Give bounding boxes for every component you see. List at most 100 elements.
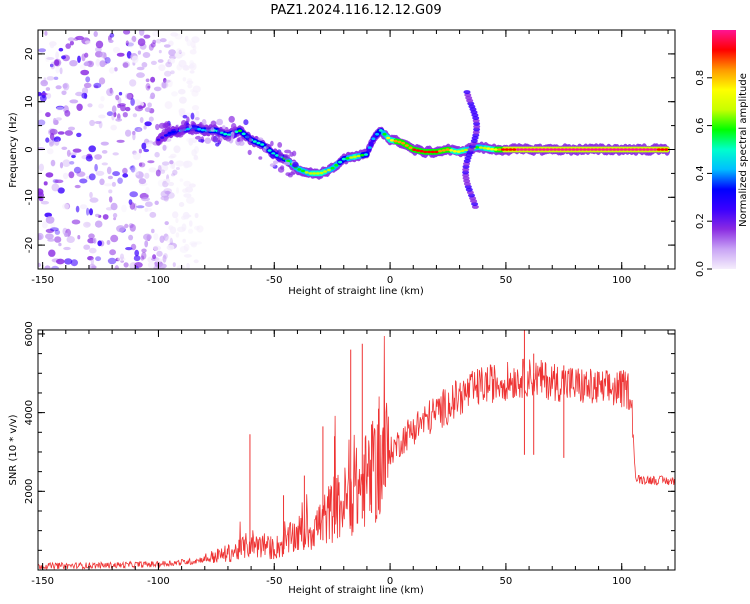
ridge-core-mark (260, 143, 265, 146)
noise-blob (48, 139, 54, 147)
noise-blob (81, 87, 89, 95)
noise-blob (136, 205, 145, 209)
noise-blob (194, 146, 199, 154)
noise-blob (152, 39, 157, 45)
noise-blob (133, 255, 141, 262)
noise-blob (75, 91, 84, 97)
noise-blob (153, 233, 159, 241)
noise-blob (175, 160, 185, 167)
noise-blob (178, 59, 187, 68)
ridge-core-mark (200, 128, 205, 132)
ridge-core-mark (319, 171, 324, 175)
noise-blob (85, 76, 91, 83)
noise-blob (100, 96, 105, 102)
noise-blob (104, 57, 111, 64)
noise-blob (63, 246, 71, 251)
y-tick-label: 2000 (24, 479, 35, 504)
ridge-core-mark (619, 148, 624, 151)
noise-blob (164, 101, 173, 110)
ridge-core-mark (549, 148, 554, 151)
ridge-core-mark (186, 127, 191, 131)
ridge-core-mark (427, 150, 431, 154)
x-tick-label: -50 (266, 275, 282, 286)
noise-blob (147, 261, 155, 269)
x-tick-label: -150 (31, 576, 54, 587)
noise-blob (83, 244, 91, 250)
noise-blob (191, 149, 197, 157)
noise-blob (141, 197, 151, 202)
ridge-scatter (263, 146, 267, 152)
ridge-core-mark (604, 148, 609, 151)
noise-blob (89, 208, 93, 216)
noise-blob (130, 98, 135, 106)
noise-blob (117, 177, 123, 184)
ridge-core-mark (382, 132, 387, 136)
ridge-scatter (210, 127, 215, 132)
ridge-core-mark (356, 154, 361, 158)
noise-blob (165, 61, 173, 68)
noise-blob (112, 171, 120, 177)
ridge-core-mark (304, 171, 309, 174)
noise-blob (69, 99, 79, 104)
noise-blob (101, 162, 109, 166)
noise-blob (39, 94, 47, 102)
noise-blob (114, 265, 119, 269)
noise-blob (132, 152, 141, 160)
noise-blob (75, 205, 80, 213)
ridge-scatter (216, 118, 224, 126)
spectrogram-x-ticks: -150 -100 -50 0 50 100 (31, 30, 669, 286)
ridge-scatter (182, 114, 188, 119)
noise-blob (79, 178, 88, 184)
x-tick-label: 0 (387, 275, 393, 286)
noise-blob (138, 105, 143, 109)
ridge-core-mark (401, 141, 406, 145)
noise-blob (50, 63, 54, 68)
noise-blob (89, 197, 99, 203)
noise-blob (188, 64, 195, 69)
noise-blob (118, 91, 123, 96)
noise-blob (52, 117, 57, 125)
vertical-feature-mark (463, 90, 471, 95)
noise-blob (159, 235, 165, 243)
noise-blob (182, 238, 186, 243)
noise-blob (182, 188, 189, 193)
noise-blob (54, 236, 62, 243)
noise-blob (61, 90, 67, 96)
ridge-scatter (280, 165, 285, 170)
ridge-scatter (216, 129, 221, 136)
ridge-core-mark (408, 146, 413, 150)
noise-blob (152, 245, 162, 251)
noise-blob (149, 211, 157, 218)
ridge-core-mark (642, 148, 646, 151)
ridge-core-mark (349, 156, 354, 159)
noise-blob (158, 64, 166, 71)
noise-blob (189, 70, 195, 74)
ridge-core-mark (460, 149, 465, 152)
x-tick-label: 0 (387, 576, 393, 587)
ridge-core-mark (556, 148, 561, 151)
noise-blob (50, 61, 56, 70)
noise-blob (99, 60, 106, 68)
noise-blob (71, 154, 76, 159)
ridge-core-mark (653, 148, 658, 151)
noise-blob (147, 85, 151, 89)
noise-blob (156, 250, 163, 257)
ridge-core-mark (160, 136, 165, 139)
ridge-core-mark (386, 136, 391, 140)
noise-blob (86, 60, 94, 68)
ridge-scatter (190, 120, 195, 125)
noise-blob (57, 187, 65, 194)
noise-blob (128, 234, 134, 241)
noise-blob (120, 253, 124, 260)
ridge-core-mark (623, 148, 628, 151)
noise-blob (155, 257, 162, 263)
noise-blob (178, 88, 186, 95)
noise-blob (186, 80, 194, 85)
noise-blob (99, 51, 107, 58)
ridge-core-mark (330, 166, 335, 170)
ridge-core-mark (501, 148, 506, 151)
noise-blob (189, 220, 193, 227)
ridge-core-mark (301, 169, 305, 173)
noise-blob (172, 262, 176, 267)
ridge-core-mark (256, 141, 261, 145)
